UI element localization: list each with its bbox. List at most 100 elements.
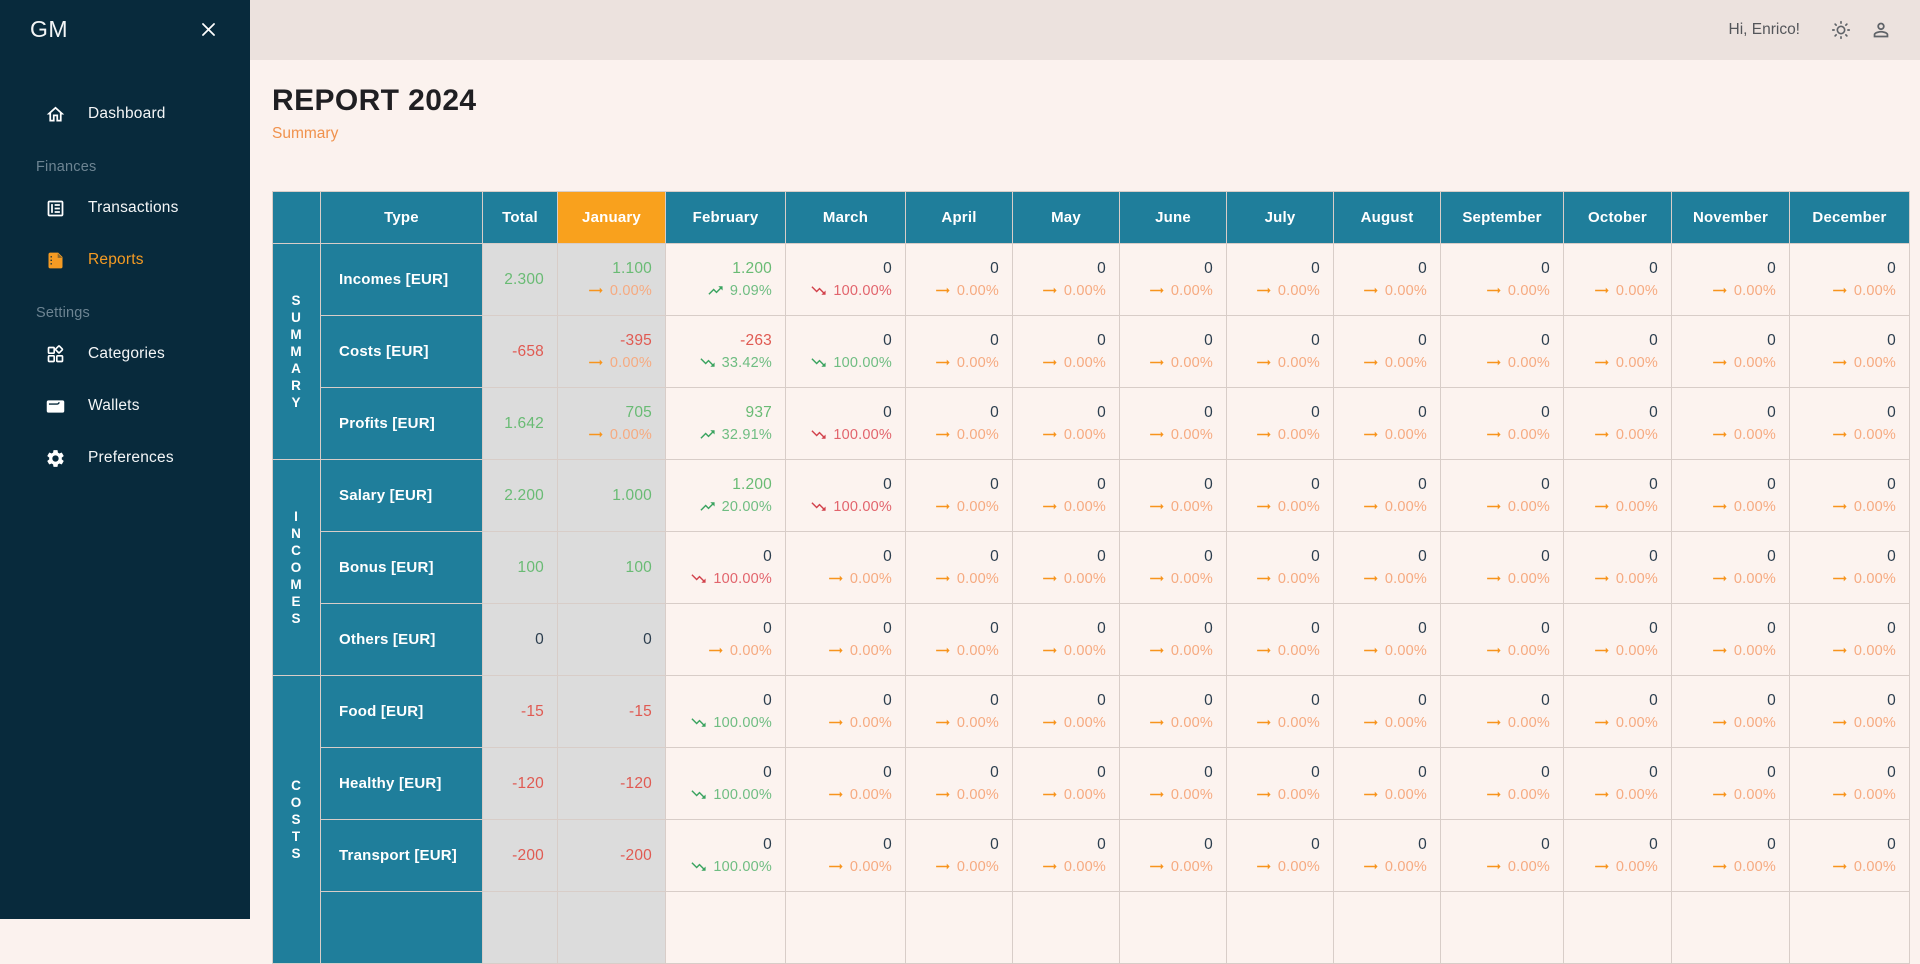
- trend-flat-icon: [1255, 282, 1272, 299]
- cell-value: 0: [1541, 332, 1550, 349]
- table-row: C O S T S Food [EUR] -15 -15 0 100.00% 0 0.00% 0 0.00…: [272, 675, 1910, 964]
- sidebar-item-label: Transactions: [88, 199, 179, 216]
- cell-value: 0: [1541, 548, 1550, 565]
- month-cell-august: 0 0.00%: [1333, 387, 1441, 460]
- month-cell-march: 0 100.00%: [785, 387, 906, 460]
- trend-flat-icon: [1831, 642, 1848, 659]
- month-cell-february: 1.200 20.00%: [665, 459, 786, 532]
- trend-line: 20.00%: [667, 498, 772, 515]
- trend-line: 0.00%: [1673, 570, 1776, 587]
- trend-percentage: 0.00%: [1853, 426, 1896, 443]
- column-header-september[interactable]: September: [1440, 191, 1564, 244]
- trend-line: 0.00%: [1442, 858, 1550, 875]
- trend-line: 32.91%: [667, 426, 772, 443]
- trend-flat-icon: [1831, 858, 1848, 875]
- column-header-march[interactable]: March: [785, 191, 906, 244]
- sidebar-item-wallets[interactable]: Wallets: [0, 383, 250, 429]
- trend-percentage: 0.00%: [1170, 498, 1213, 515]
- trend-percentage: 0.00%: [1170, 858, 1213, 875]
- trend-line: 0.00%: [1442, 498, 1550, 515]
- month-cell-june: 0 0.00%: [1119, 315, 1227, 388]
- month-cell-december: 0 0.00%: [1789, 747, 1910, 820]
- sidebar-item-categories[interactable]: Categories: [0, 331, 250, 377]
- sidebar-item-preferences[interactable]: Preferences: [0, 435, 250, 481]
- trend-flat-icon: [827, 714, 844, 731]
- cell-value: 0: [1887, 332, 1896, 349]
- trend-percentage: 0.00%: [1615, 858, 1658, 875]
- trend-line: 0.00%: [1673, 498, 1776, 515]
- trend-line: 0.00%: [1014, 642, 1106, 659]
- trend-flat-icon: [1148, 570, 1165, 587]
- trend-flat-icon: [1362, 642, 1379, 659]
- column-header-november[interactable]: November: [1671, 191, 1790, 244]
- trend-percentage: 0.00%: [729, 642, 772, 659]
- trend-line: 0.00%: [1565, 714, 1658, 731]
- month-cell-august: 0 0.00%: [1333, 819, 1441, 892]
- column-header-july[interactable]: July: [1226, 191, 1334, 244]
- sidebar-close-button[interactable]: [195, 16, 222, 43]
- trend-line: 0.00%: [1335, 642, 1427, 659]
- total-cell: -658: [482, 315, 558, 388]
- sidebar-item-reports[interactable]: Reports: [0, 237, 250, 283]
- column-header-may[interactable]: May: [1012, 191, 1120, 244]
- trend-percentage: 0.00%: [1063, 786, 1106, 803]
- trend-flat-icon: [1485, 858, 1502, 875]
- cell-value: 0: [1887, 764, 1896, 781]
- column-header-august[interactable]: August: [1333, 191, 1441, 244]
- trend-flat-icon: [1593, 498, 1610, 515]
- column-header-june[interactable]: June: [1119, 191, 1227, 244]
- trend-line: 0.00%: [1014, 858, 1106, 875]
- trend-line: 100.00%: [667, 714, 772, 731]
- cell-value: 0: [1097, 260, 1106, 277]
- month-cell-may: 0 0.00%: [1012, 531, 1120, 604]
- sidebar-header: GM: [0, 0, 250, 43]
- trend-line: 0.00%: [787, 786, 892, 803]
- app-logo: GM: [30, 16, 69, 42]
- column-header-october[interactable]: October: [1563, 191, 1672, 244]
- column-header-february[interactable]: February: [665, 191, 786, 244]
- month-cell-march: 0 0.00%: [785, 531, 906, 604]
- trend-line: 0.00%: [1673, 426, 1776, 443]
- month-cell-october: [1563, 891, 1672, 964]
- page-subtitle: Summary: [272, 125, 339, 142]
- total-cell: 0: [482, 603, 558, 676]
- trend-line: 0.00%: [1014, 498, 1106, 515]
- profile-button[interactable]: [1866, 15, 1896, 45]
- month-cell-october: 0 0.00%: [1563, 675, 1672, 748]
- sidebar-item-transactions[interactable]: Transactions: [0, 185, 250, 231]
- cell-value: 0: [883, 404, 892, 421]
- trend-line: 0.00%: [1442, 282, 1550, 299]
- trend-flat-icon: [1485, 570, 1502, 587]
- cell-value: 0: [1204, 332, 1213, 349]
- column-header-december[interactable]: December: [1789, 191, 1910, 244]
- month-cell-august: 0 0.00%: [1333, 603, 1441, 676]
- home-icon: [44, 103, 66, 125]
- trend-percentage: 0.00%: [849, 786, 892, 803]
- month-cell-august: 0 0.00%: [1333, 675, 1441, 748]
- trend-flat-icon: [1362, 282, 1379, 299]
- column-header-april[interactable]: April: [905, 191, 1013, 244]
- type-cell: Food [EUR]: [320, 675, 483, 748]
- month-cell-april: [905, 891, 1013, 964]
- report-icon: [44, 249, 66, 271]
- theme-toggle-button[interactable]: [1826, 15, 1856, 45]
- trend-flat-icon: [1148, 714, 1165, 731]
- cell-value: 0: [763, 764, 772, 781]
- trend-flat-icon: [1041, 282, 1058, 299]
- trend-percentage: 0.00%: [1277, 354, 1320, 371]
- cell-value: 0: [1097, 692, 1106, 709]
- trend-percentage: 0.00%: [1507, 282, 1550, 299]
- trend-flat-icon: [827, 642, 844, 659]
- month-cell-january: -200: [557, 819, 666, 892]
- sidebar-item-dashboard[interactable]: Dashboard: [0, 91, 250, 137]
- month-cell-september: 0 0.00%: [1440, 747, 1564, 820]
- sidebar-section-settings: Settings: [36, 305, 90, 321]
- trend-flat-icon: [827, 570, 844, 587]
- column-header-january[interactable]: January: [557, 191, 666, 244]
- month-cell-september: 0 0.00%: [1440, 387, 1564, 460]
- trend-flat-icon: [1255, 714, 1272, 731]
- sidebar-item-label: Preferences: [88, 449, 174, 466]
- table-row: Healthy [EUR] -120 -120 0 100.00% 0 0.00% 0 0.00…: [273, 747, 1910, 820]
- trend-percentage: 0.00%: [1507, 858, 1550, 875]
- trend-percentage: 0.00%: [1733, 354, 1776, 371]
